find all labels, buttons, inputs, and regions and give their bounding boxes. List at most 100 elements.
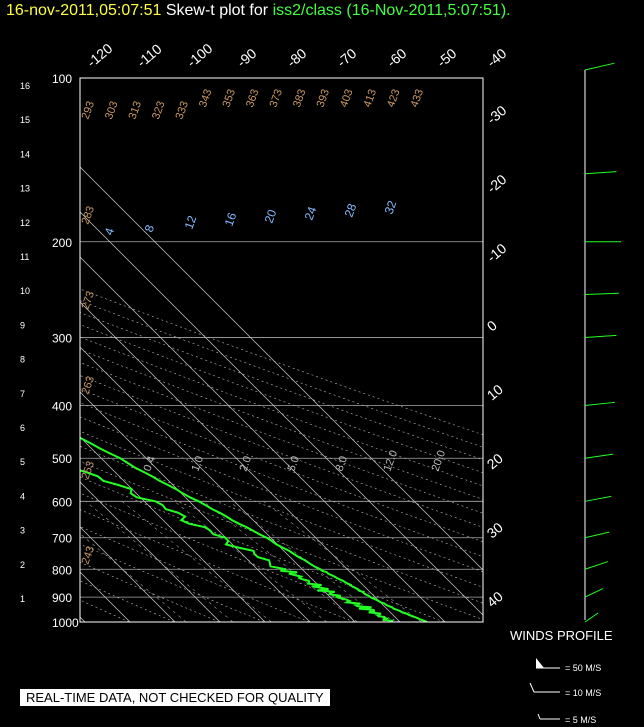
dry-adiabat-293 — [80, 492, 400, 622]
height-tick-10: 10 — [20, 286, 30, 296]
temp-tick-right-7: 40 — [484, 588, 506, 610]
mixing-ratio-label-0: 0.4 — [142, 455, 159, 473]
temp-tick-right-1: -20 — [484, 171, 510, 196]
isotherm-30 — [80, 256, 446, 622]
isotherm-50 — [80, 166, 483, 571]
dry-adiabat-label-373: 373 — [268, 88, 286, 109]
temp-tick-right-0: -30 — [484, 102, 510, 127]
mixing-ratio-2 — [121, 501, 272, 622]
dry-adiabat-433 — [80, 300, 483, 448]
wind-key-5: = 5 M/S — [565, 715, 597, 725]
isotherm--10 — [80, 436, 266, 622]
isotherm-10 — [80, 346, 356, 622]
temp-tick-right-4: 10 — [484, 381, 506, 403]
dry-adiabat-263 — [80, 543, 265, 622]
temp-tick-top-1: -110 — [134, 41, 165, 71]
temp-tick-top-4: -80 — [284, 45, 310, 70]
dry-adiabat-273 — [80, 526, 310, 622]
wind-key-10: = 10 M/S — [565, 688, 602, 698]
temp-tick-right-6: 30 — [484, 519, 506, 541]
mixing-ratio-20 — [263, 501, 422, 622]
dry-adiabat-label-353: 353 — [221, 88, 239, 109]
dry-adiabat-label-433: 433 — [409, 88, 427, 109]
dry-adiabat-left-label-273: 273 — [80, 290, 98, 311]
mixing-ratio-5 — [174, 501, 327, 622]
dry-adiabat-label-403: 403 — [338, 88, 356, 109]
pressure-label-200: 200 — [52, 236, 72, 250]
dry-adiabat-393 — [80, 349, 483, 500]
moist-adiabat-label-20: 20 — [262, 207, 280, 225]
wind-barb-150 — [584, 171, 617, 175]
winds-profile-label: WINDS PROFILE — [510, 628, 613, 643]
quality-disclaimer: REAL-TIME DATA, NOT CHECKED FOR QUALITY — [20, 689, 330, 706]
dry-adiabat-left-label-263: 263 — [80, 375, 98, 396]
height-tick-6: 6 — [20, 423, 25, 433]
height-tick-12: 12 — [20, 218, 30, 228]
moist-adiabat-label-4: 4 — [102, 226, 118, 237]
pressure-label-100: 100 — [52, 72, 72, 86]
temp-tick-top-0: -120 — [84, 40, 116, 70]
dry-adiabat-253 — [80, 561, 220, 622]
pressure-label-300: 300 — [52, 332, 72, 346]
moist-adiabat-label-8: 8 — [142, 223, 158, 234]
dry-adiabat-label-413: 413 — [362, 88, 380, 109]
mixing-ratio-label-5: 12.0 — [382, 449, 401, 473]
pressure-label-400: 400 — [52, 400, 72, 414]
temp-tick-right-2: -10 — [484, 240, 510, 265]
dry-adiabat-323 — [80, 445, 483, 604]
dry-adiabat-353 — [80, 402, 483, 557]
height-tick-9: 9 — [20, 320, 25, 330]
height-tick-14: 14 — [20, 149, 30, 159]
dry-adiabat-label-363: 363 — [244, 88, 262, 109]
moist-adiabat-label-16: 16 — [222, 210, 240, 228]
pressure-label-800: 800 — [52, 563, 72, 577]
isotherm-0 — [80, 391, 311, 622]
height-tick-13: 13 — [20, 184, 30, 194]
dry-adiabat-label-423: 423 — [385, 88, 403, 109]
wind-barb-700 — [584, 531, 610, 539]
wind-key-50-symbol — [536, 658, 544, 668]
wind-key-50: = 50 M/S — [565, 663, 602, 673]
dry-adiabat-443 — [80, 288, 483, 436]
height-tick-5: 5 — [20, 457, 25, 467]
height-tick-4: 4 — [20, 491, 25, 501]
height-tick-2: 2 — [20, 560, 25, 570]
mixing-ratio-8 — [202, 501, 358, 622]
wind-barb-500 — [584, 453, 614, 459]
wind-barb-600 — [584, 495, 612, 502]
moist-adiabat-label-12: 12 — [182, 213, 200, 231]
title-label: Skew-t plot for — [165, 2, 269, 19]
temp-tick-top-8: -40 — [484, 45, 510, 70]
isotherm--60 — [0, 78, 40, 622]
isotherm--50 — [80, 616, 86, 622]
dry-adiabat-label-323: 323 — [150, 100, 168, 121]
dry-adiabat-label-393: 393 — [315, 88, 333, 109]
height-tick-3: 3 — [20, 526, 25, 536]
mixing-ratio-label-2: 2.0 — [238, 455, 255, 473]
temp-tick-top-3: -90 — [234, 45, 260, 70]
mixing-ratio-label-1: 1.0 — [190, 455, 207, 473]
pressure-label-500: 500 — [52, 452, 72, 466]
mixing-ratio-label-6: 20.0 — [430, 449, 449, 473]
dry-adiabat-363 — [80, 388, 483, 543]
dry-adiabat-403 — [80, 336, 483, 487]
wind-barb-100 — [584, 62, 615, 71]
height-tick-1: 1 — [20, 594, 25, 604]
height-tick-8: 8 — [20, 355, 25, 365]
temp-tick-top-5: -70 — [334, 45, 360, 70]
temp-tick-top-7: -50 — [434, 45, 460, 70]
dry-adiabat-left-label-283: 283 — [80, 205, 98, 226]
pressure-label-1000: 1000 — [52, 616, 79, 630]
isotherm--30 — [80, 526, 176, 622]
dry-adiabat-left-label-253: 253 — [80, 460, 98, 481]
moist-adiabat-label-24: 24 — [302, 204, 320, 222]
chart-title: 16-nov-2011,05:07:51 Skew-t plot for iss… — [6, 2, 511, 20]
pressure-label-600: 600 — [52, 495, 72, 509]
temperature-profile — [80, 436, 428, 622]
dry-adiabat-label-333: 333 — [174, 100, 192, 121]
dry-adiabat-label-343: 343 — [197, 88, 215, 109]
dewpoint-profile — [80, 469, 394, 622]
wind-barb-250 — [584, 292, 619, 295]
isotherm-40 — [80, 211, 483, 616]
pressure-label-700: 700 — [52, 532, 72, 546]
